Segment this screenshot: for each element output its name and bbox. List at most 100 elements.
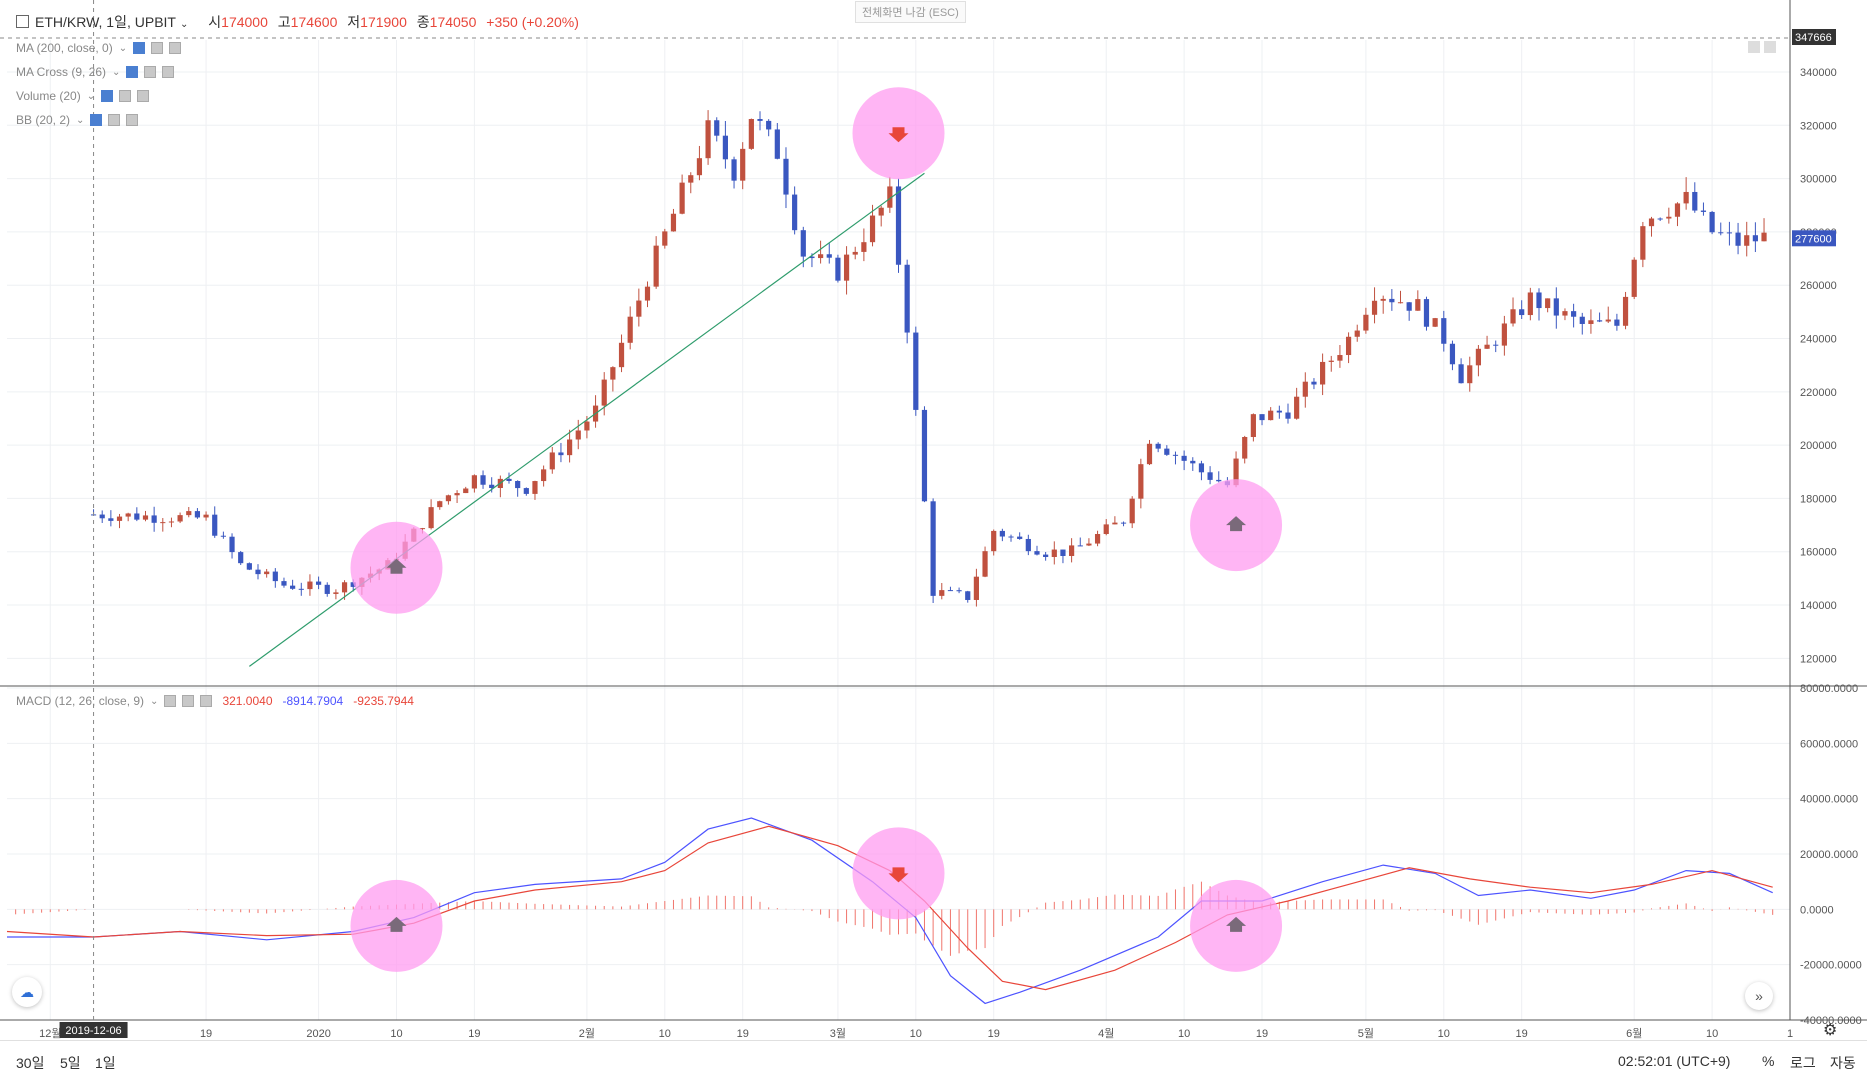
candle-body xyxy=(1371,300,1378,315)
settings-icon[interactable] xyxy=(108,114,121,126)
candle-body xyxy=(982,551,988,577)
candle-body xyxy=(1588,320,1594,324)
chevron-down-icon[interactable]: ⌄ xyxy=(179,19,189,30)
close-icon[interactable] xyxy=(200,695,213,707)
close-icon[interactable] xyxy=(126,114,139,126)
pane-maximize-icon[interactable] xyxy=(1764,41,1776,53)
candle-body xyxy=(904,264,910,333)
candle-body xyxy=(1718,232,1724,234)
candle-body xyxy=(774,129,780,159)
range-5d-button[interactable]: 5일 xyxy=(60,1055,81,1071)
indicator-label[interactable]: Volume (20) xyxy=(16,89,81,103)
auto-scale-button[interactable]: 자동 xyxy=(1830,1055,1856,1071)
candle-body xyxy=(653,245,659,287)
range-1d-button[interactable]: 1일 xyxy=(95,1055,116,1071)
candle-body xyxy=(662,231,668,246)
fullscreen-exit-hint[interactable]: 전체화면 나감 (ESC) xyxy=(855,1,966,23)
date-tick-label: 10 xyxy=(659,1028,671,1040)
candle-body xyxy=(1034,551,1040,555)
close-icon[interactable] xyxy=(137,90,150,102)
percent-scale-button[interactable]: % xyxy=(1762,1053,1775,1069)
log-scale-button[interactable]: 로그 xyxy=(1790,1055,1816,1071)
candle-body xyxy=(1025,538,1031,552)
macd-pane[interactable] xyxy=(6,817,1774,1005)
indicator-label[interactable]: MACD (12, 26, close, 9) xyxy=(16,694,145,708)
close-icon[interactable] xyxy=(162,66,175,78)
price-tick-label: 120000 xyxy=(1800,653,1837,665)
candle-body xyxy=(290,585,296,589)
candle-body xyxy=(1657,218,1663,220)
candle-body xyxy=(515,480,521,489)
eye-icon[interactable] xyxy=(133,42,146,54)
candle-body xyxy=(437,501,443,508)
pane-up-icon[interactable] xyxy=(1748,41,1760,53)
candle-body xyxy=(1475,348,1482,366)
candle-body xyxy=(341,582,348,593)
eye-icon[interactable] xyxy=(164,695,177,707)
crosshair-price-badge xyxy=(1792,29,1836,45)
close-icon[interactable] xyxy=(169,42,182,54)
candle-body xyxy=(999,530,1005,537)
candle-body xyxy=(1605,319,1611,322)
candle-body xyxy=(1337,355,1343,361)
settings-icon[interactable] xyxy=(144,66,157,78)
settings-gear-icon[interactable]: ⚙ xyxy=(1823,1022,1838,1039)
chevron-down-icon[interactable]: ⌄ xyxy=(76,114,85,126)
candle-body xyxy=(1709,211,1715,233)
indicator-macd[interactable]: MACD (12, 26, close, 9) ⌄ 321.0040 -8914.… xyxy=(16,694,414,708)
date-tick-label: 1 xyxy=(1787,1028,1793,1040)
candle-body xyxy=(1640,226,1646,260)
eye-icon[interactable] xyxy=(101,90,114,102)
indicator-label[interactable]: MA (200, close, 0) xyxy=(16,41,113,55)
candle-body xyxy=(783,158,789,195)
settings-icon[interactable] xyxy=(151,42,164,54)
open-value: 174000 xyxy=(221,14,268,30)
candle-body xyxy=(1467,365,1473,384)
candle-body xyxy=(1579,316,1585,324)
range-30d-button[interactable]: 30일 xyxy=(16,1055,45,1071)
candle-body xyxy=(480,475,486,485)
candle-body xyxy=(1259,414,1265,421)
candle-body xyxy=(1397,302,1404,304)
indicator-label[interactable]: MA Cross (9, 26) xyxy=(16,65,107,79)
scroll-right-icon[interactable]: » xyxy=(1745,982,1773,1010)
price-pane[interactable] xyxy=(90,87,1767,667)
change-value: +350 (+0.20%) xyxy=(486,14,579,30)
arrow-up-icon xyxy=(386,916,407,932)
indicator-label[interactable]: BB (20, 2) xyxy=(16,113,71,127)
candle-body xyxy=(766,120,772,130)
price-tick-label: 180000 xyxy=(1800,493,1837,505)
candle-body xyxy=(843,254,850,281)
clock-display[interactable]: 02:52:01 (UTC+9) xyxy=(1618,1053,1731,1069)
symbol-label[interactable]: ETH/KRW, 1일, UPBIT xyxy=(35,14,176,30)
candle-body xyxy=(1553,298,1559,316)
indicator-ma200[interactable]: MA (200, close, 0) ⌄ xyxy=(16,41,182,55)
eye-icon[interactable] xyxy=(90,114,103,126)
symbol-header[interactable]: ETH/KRW, 1일, UPBIT ⌄ 시174000 고174600 저171… xyxy=(16,12,579,32)
collapse-icon[interactable] xyxy=(16,15,29,28)
indicator-volume[interactable]: Volume (20) ⌄ xyxy=(16,89,150,103)
candle-body xyxy=(1164,448,1170,455)
date-tick-label: 10 xyxy=(1178,1028,1190,1040)
price-tick-label: 260000 xyxy=(1800,280,1837,292)
candle-body xyxy=(913,332,919,410)
candle-body xyxy=(852,251,858,255)
candle-body xyxy=(584,421,590,431)
candle-body xyxy=(1726,232,1733,234)
crosshair-price-label: 347666 xyxy=(1795,32,1832,44)
indicator-bb[interactable]: BB (20, 2) ⌄ xyxy=(16,113,139,127)
candle-body xyxy=(1622,296,1629,326)
candle-body xyxy=(887,186,893,208)
candle-body xyxy=(1285,412,1291,419)
indicator-ma-cross[interactable]: MA Cross (9, 26) ⌄ xyxy=(16,65,175,79)
chevron-down-icon[interactable]: ⌄ xyxy=(118,42,128,54)
eye-icon[interactable] xyxy=(126,66,139,78)
chevron-down-icon[interactable]: ⌄ xyxy=(86,90,96,102)
chevron-down-icon[interactable]: ⌄ xyxy=(112,66,121,78)
settings-icon[interactable] xyxy=(182,695,195,707)
settings-icon[interactable] xyxy=(119,90,132,102)
candle-body xyxy=(454,493,460,496)
tradingview-logo-icon[interactable]: ☁ xyxy=(12,977,42,1007)
chevron-down-icon[interactable]: ⌄ xyxy=(150,695,159,707)
